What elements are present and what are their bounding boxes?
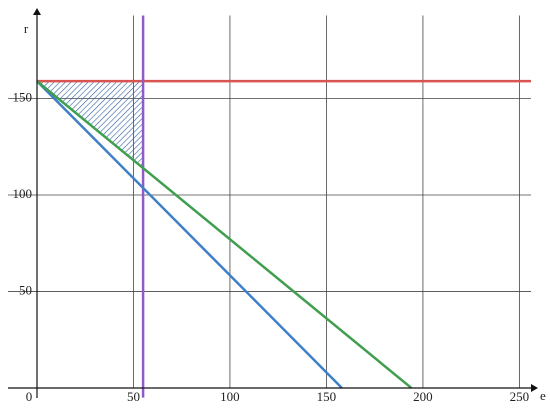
y-tick-label: 150	[12, 89, 32, 104]
x-tick-label: 150	[317, 389, 337, 404]
x-tick-label: 0	[26, 389, 33, 404]
y-tick-label: 100	[12, 186, 32, 201]
x-tick-label: 200	[413, 389, 433, 404]
x-tick-label: 100	[220, 389, 240, 404]
grid: 0 50 100 150 200 250 50 100 150	[8, 15, 531, 404]
x-axis-arrow	[531, 384, 538, 392]
y-axis-label: r	[24, 21, 29, 36]
line	[36, 80, 413, 389]
x-tick-label: 50	[127, 389, 140, 404]
y-tick-label: 50	[19, 282, 32, 297]
x-axis-label: e	[540, 388, 546, 403]
marks	[36, 15, 531, 398]
line	[36, 80, 343, 389]
x-tick-label: 250	[510, 389, 530, 404]
y-axis-arrow	[33, 8, 41, 15]
